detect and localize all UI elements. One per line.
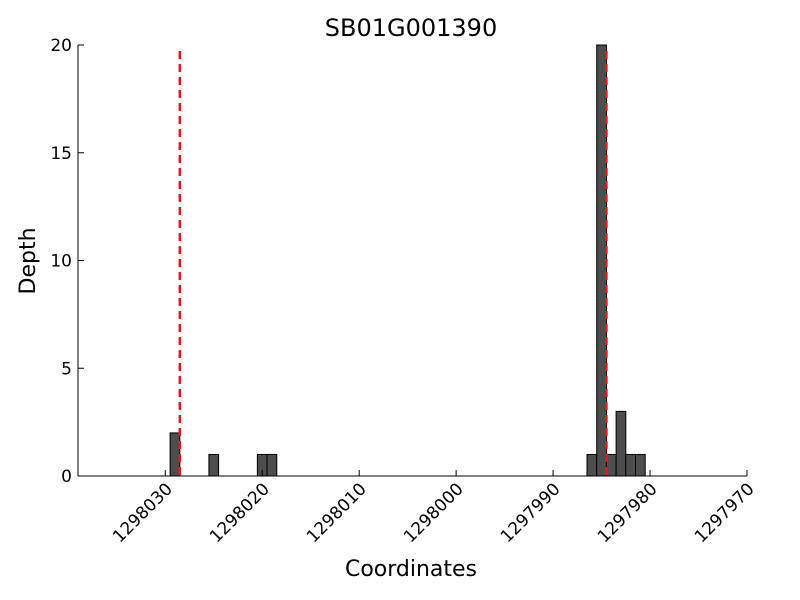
y-tick-label: 0	[61, 467, 72, 487]
bar	[635, 453, 646, 477]
bar	[605, 453, 617, 477]
bars	[169, 44, 646, 477]
x-ticks: 1298030 1298020 1298010 1298000 1297990 12979…	[109, 470, 759, 547]
y-tick-label: 20	[50, 36, 72, 56]
x-tick-label: 1298000	[400, 479, 468, 547]
x-axis-label: Coordinates	[345, 557, 477, 582]
bar	[615, 410, 627, 477]
x-tick-label: 1298030	[109, 479, 177, 547]
x-tick-label: 1297970	[691, 479, 759, 547]
x-tick-label: 1298010	[303, 479, 371, 547]
bar	[208, 453, 220, 477]
bar	[625, 453, 636, 477]
x-tick-label: 1297980	[594, 479, 662, 547]
x-tick-label: 1297990	[497, 479, 565, 547]
bar	[266, 453, 278, 477]
reference-lines	[178, 51, 608, 476]
y-ticks: 0 5 10 15 20	[50, 36, 84, 487]
bar	[596, 44, 607, 477]
x-tick-label: 1298020	[206, 479, 274, 547]
y-tick-label: 5	[61, 359, 72, 379]
axes	[77, 45, 747, 477]
y-tick-label: 10	[50, 252, 72, 272]
y-axis-label: Depth	[16, 227, 41, 294]
y-tick-label: 15	[50, 144, 72, 164]
bar	[169, 432, 181, 477]
chart-title: SB01G001390	[325, 14, 497, 42]
bar	[586, 453, 598, 477]
